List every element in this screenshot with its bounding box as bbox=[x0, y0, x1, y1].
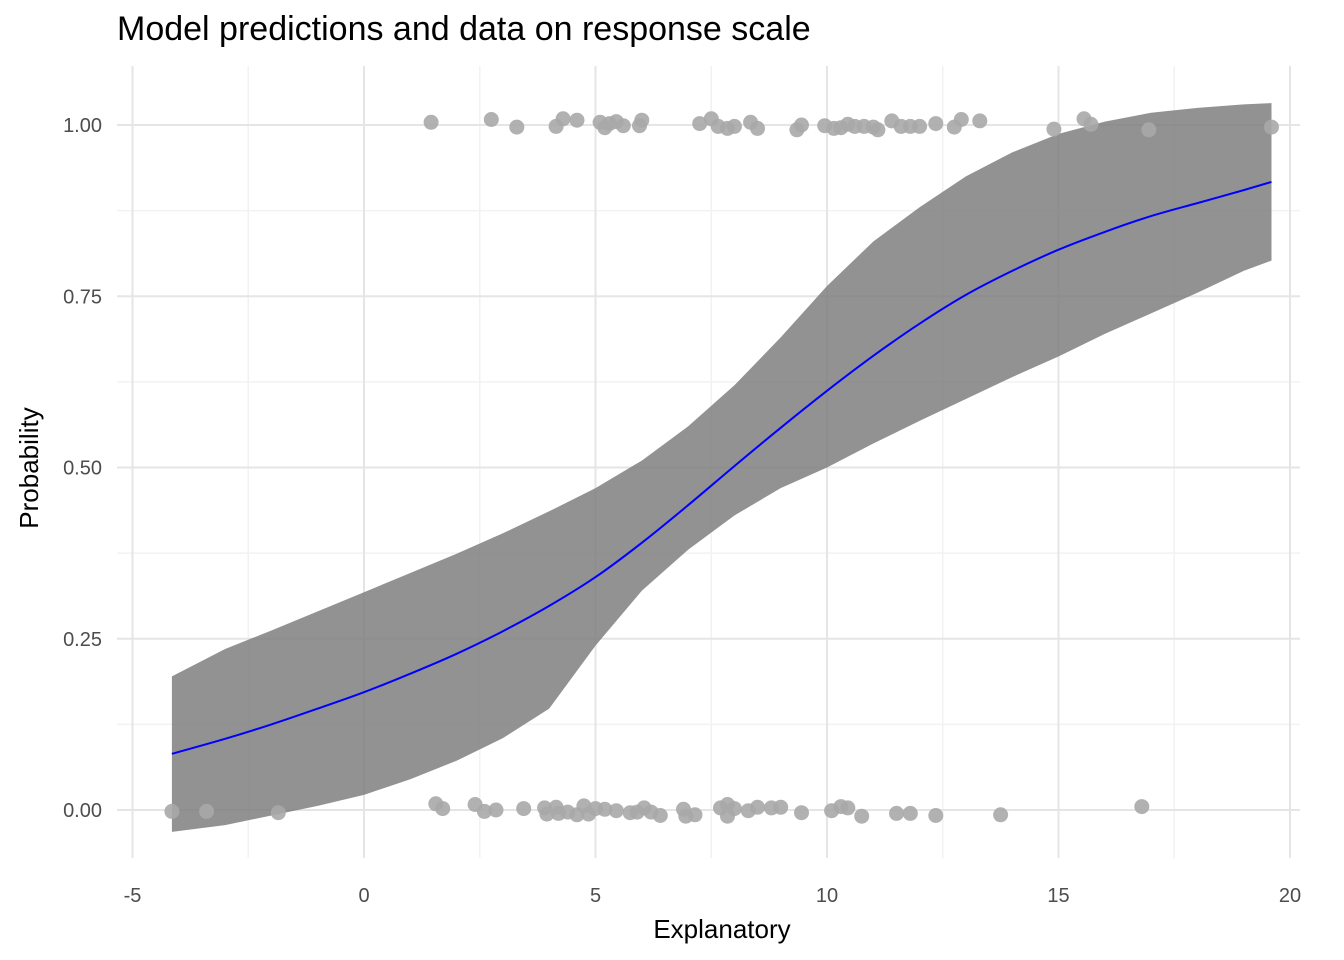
chart-title: Model predictions and data on response s… bbox=[117, 10, 811, 48]
data-point bbox=[164, 803, 180, 819]
fitted-line-layer bbox=[171, 180, 1272, 755]
data-point bbox=[902, 805, 918, 821]
data-point bbox=[726, 801, 742, 817]
data-point bbox=[840, 800, 856, 816]
data-point bbox=[928, 116, 944, 132]
data-point bbox=[476, 803, 492, 819]
x-tick-label: -5 bbox=[124, 885, 142, 907]
data-point bbox=[750, 799, 765, 815]
data-point bbox=[687, 807, 703, 823]
data-point bbox=[483, 112, 499, 127]
data-point bbox=[870, 122, 886, 138]
data-point bbox=[1134, 799, 1150, 815]
x-tick-label: 20 bbox=[1279, 885, 1301, 907]
data-point bbox=[423, 114, 439, 130]
fitted-line bbox=[171, 180, 1272, 755]
x-axis-title: Explanatory bbox=[653, 914, 790, 944]
x-tick-label: 15 bbox=[1047, 885, 1069, 907]
data-point bbox=[726, 118, 742, 134]
data-point bbox=[608, 803, 624, 819]
y-tick-label: 0.00 bbox=[63, 800, 102, 822]
data-point bbox=[1046, 121, 1062, 137]
x-axis-ticks: -5 0 5 10 15 20 bbox=[124, 885, 1302, 907]
y-axis-title: Probability bbox=[14, 407, 44, 528]
x-tick-label: 10 bbox=[816, 885, 838, 907]
data-point bbox=[199, 803, 215, 819]
data-point bbox=[652, 808, 668, 823]
data-point bbox=[488, 802, 504, 818]
data-point bbox=[516, 801, 532, 817]
y-tick-label: 0.50 bbox=[63, 458, 102, 480]
data-point bbox=[912, 118, 928, 134]
data-points bbox=[164, 111, 1279, 824]
x-tick-label: 0 bbox=[358, 885, 369, 907]
data-point bbox=[692, 116, 708, 132]
data-point bbox=[1264, 119, 1279, 135]
data-point bbox=[1083, 116, 1099, 132]
y-tick-label: 0.75 bbox=[63, 286, 102, 308]
data-point bbox=[750, 120, 765, 136]
data-point bbox=[509, 119, 525, 135]
confidence-band bbox=[171, 103, 1272, 832]
data-point bbox=[993, 807, 1009, 823]
data-point bbox=[1141, 122, 1157, 138]
data-point bbox=[435, 801, 451, 817]
y-tick-label: 1.00 bbox=[63, 115, 102, 137]
data-point bbox=[615, 118, 631, 134]
data-point bbox=[555, 111, 571, 127]
confidence-band-layer bbox=[171, 103, 1272, 832]
data-point bbox=[794, 805, 809, 821]
data-point bbox=[928, 808, 944, 823]
data-point bbox=[597, 801, 613, 817]
data-point bbox=[634, 112, 650, 128]
data-point bbox=[854, 808, 870, 824]
data-point bbox=[794, 117, 809, 133]
data-point bbox=[889, 805, 904, 821]
data-point bbox=[270, 805, 286, 821]
data-point bbox=[569, 112, 585, 128]
data-point bbox=[953, 112, 969, 127]
y-axis-ticks: 0.00 0.25 0.50 0.75 1.00 bbox=[63, 115, 102, 822]
data-point bbox=[972, 113, 988, 129]
y-tick-label: 0.25 bbox=[63, 629, 102, 651]
data-point bbox=[773, 799, 789, 815]
x-tick-label: 5 bbox=[590, 885, 601, 907]
